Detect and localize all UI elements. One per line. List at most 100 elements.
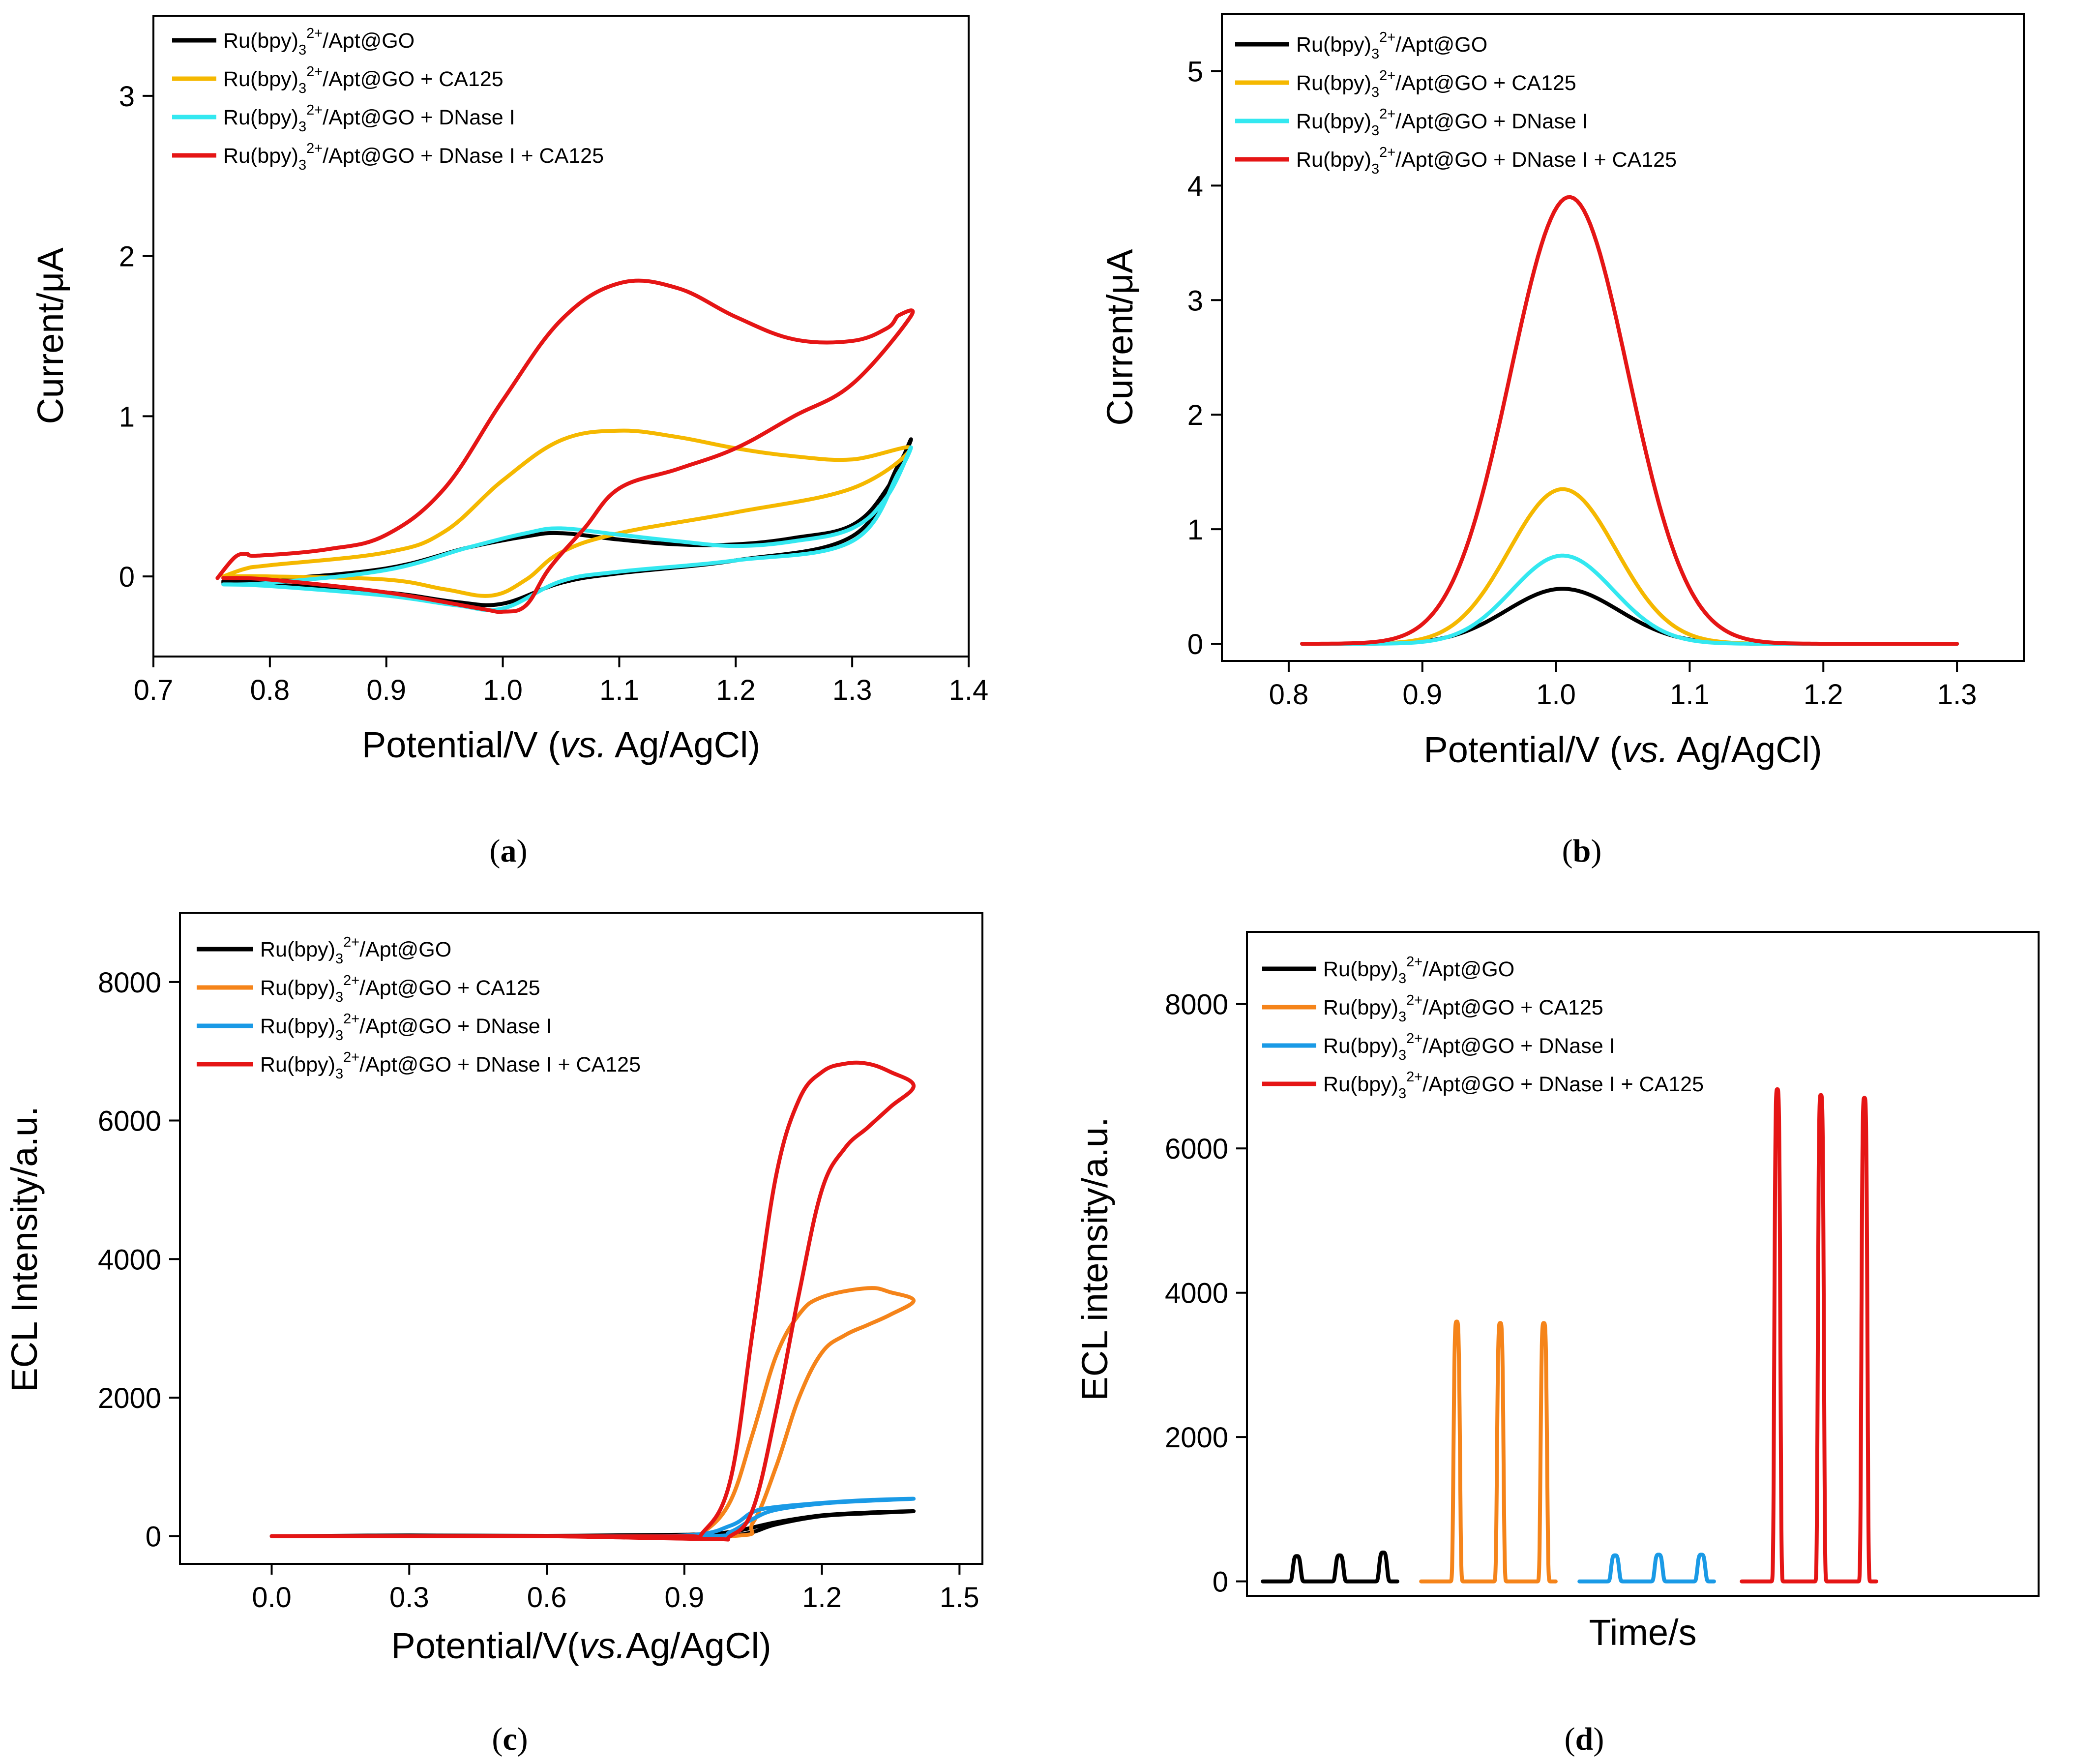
y-axis-label: Current/μA [1099,249,1140,426]
legend-pre: Ru(bpy) [1323,957,1398,981]
panel-label: (a) [490,833,528,869]
plot-frame [1246,931,2040,1597]
y-axis-label: ECL intensity/a.u. [1074,1117,1115,1401]
series-line-1 [1261,1551,1399,1584]
series-line-4 [1300,195,1959,646]
legend-sup: 2+ [306,102,323,118]
series-line-4 [1740,1087,1878,1584]
legend-sub: 3 [1398,1086,1406,1102]
y-tick-label: 4000 [1165,1278,1228,1310]
y-tick-label: 6000 [98,1106,161,1137]
legend-sup: 2+ [343,934,359,950]
x-tick-label: 0.9 [1402,679,1442,711]
x-label-main: Potential/V ( [1423,729,1622,770]
legend-sub: 3 [298,42,306,58]
series-line-3 [1577,1553,1716,1584]
panel-paren-open: ( [1562,833,1573,869]
legend-pre: Ru(bpy) [223,106,298,129]
legend-pre: Ru(bpy) [223,29,298,53]
x-label-rest: Ag/AgCl) [626,1625,771,1666]
panel-paren-close: ) [1591,833,1601,869]
y-tick-label: 0 [119,561,135,593]
series-group [1261,1087,1878,1584]
x-tick-label: 1.3 [832,674,872,706]
legend-sup: 2+ [306,141,323,156]
x-tick-label: 1.4 [949,674,989,706]
legend-sup: 2+ [306,64,323,80]
legend-label: Ru(bpy)32+/Apt@GO + DNase I [1296,106,1588,139]
plot-frame [1221,13,2025,662]
y-axis-label: ECL Intensity/a.u. [4,1106,45,1392]
legend-post: /Apt@GO [359,938,451,961]
x-tick-label: 1.2 [1804,679,1843,711]
legend-sup: 2+ [1406,954,1422,970]
y-tick-label: 4 [1187,170,1203,202]
x-tick-label: 0.9 [366,674,406,706]
legend-label: Ru(bpy)32+/Apt@GO + DNase I + CA125 [223,141,604,173]
legend-post: /Apt@GO + DNase I [1422,1034,1615,1058]
legend-sup: 2+ [306,26,323,41]
y-tick-label: 8000 [98,967,161,999]
legend-post: /Apt@GO + DNase I + CA125 [1395,148,1677,172]
legend-sub: 3 [1398,971,1406,987]
chart-b: 0.8 0.9 1.0 1.1 1.2 1.3 0 1 2 3 4 5 Potential/V (vs.… [1099,13,2025,869]
legend-pre: Ru(bpy) [260,1053,335,1076]
x-tick-label: 0.7 [134,674,174,706]
x-tick-label: 1.1 [599,674,639,706]
panel-paren-close: ) [1593,1721,1604,1757]
legend-label: Ru(bpy)32+/Apt@GO + CA125 [260,973,540,1005]
legend-label: Ru(bpy)32+/Apt@GO + CA125 [1323,992,1603,1025]
panel-letter: b [1573,833,1591,869]
y-tick-label: 8000 [1165,989,1228,1021]
x-label-main: Potential/V( [391,1625,579,1666]
plot-frame [179,912,983,1565]
legend-post: /Apt@GO + CA125 [1395,71,1576,95]
legend-label: Ru(bpy)32+/Apt@GO + DNase I [223,102,515,135]
legend-post: /Apt@GO + DNase I + CA125 [359,1053,641,1076]
y-tick-label: 3 [119,81,135,113]
legend-post: /Apt@GO + DNase I + CA125 [1422,1073,1704,1096]
panel-label: (c) [492,1721,528,1757]
legend-pre: Ru(bpy) [260,938,335,961]
series-line-4 [269,1060,916,1542]
x-tick-label: 1.2 [716,674,756,706]
y-tick-label: 4000 [98,1244,161,1276]
legend-pre: Ru(bpy) [223,144,298,168]
panel-paren-open: ( [1565,1721,1575,1757]
legend-post: /Apt@GO + DNase I [359,1015,552,1038]
legend-sub: 3 [298,157,306,173]
y-tick-label: 5 [1187,56,1203,88]
legend-sub: 3 [335,989,343,1005]
y-tick-label: 2 [119,241,135,273]
legend-sub: 3 [335,1066,343,1082]
legend-pre: Ru(bpy) [223,67,298,91]
legend-post: /Apt@GO + CA125 [1422,996,1603,1019]
y-tick-label: 2000 [1165,1422,1228,1454]
x-tick-label: 0.8 [250,674,290,706]
legend-label: Ru(bpy)32+/Apt@GO + DNase I + CA125 [1296,145,1677,177]
chart-a: 0.7 0.8 0.9 1.0 1.1 1.2 1.3 1.4 0 1 2 3 Potential/V … [30,15,989,869]
x-tick-label: 1.1 [1670,679,1710,711]
panel-letter: c [503,1721,517,1757]
panel-letter: a [501,833,517,869]
x-axis-label: Potential/V (vs. Ag/AgCl) [1423,729,1822,770]
legend-pre: Ru(bpy) [1323,996,1398,1019]
legend-sup: 2+ [343,1011,359,1027]
legend-pre: Ru(bpy) [260,976,335,1000]
x-axis-label: Time/s [1589,1612,1696,1653]
series-group [1300,195,1959,646]
legend-post: /Apt@GO + DNase I + CA125 [323,144,604,168]
panel-paren-open: ( [492,1721,503,1757]
legend-post: /Apt@GO [1395,33,1487,57]
legend-sup: 2+ [1379,68,1395,84]
y-tick-label: 6000 [1165,1133,1228,1165]
series-group [215,278,915,614]
x-tick-label: 1.0 [483,674,523,706]
panel-label: (d) [1565,1721,1604,1757]
legend-label: Ru(bpy)32+/Apt@GO [223,26,415,58]
legend-post: /Apt@GO [323,29,415,53]
legend-post: /Apt@GO + CA125 [359,976,540,1000]
x-tick-label: 1.2 [802,1582,842,1614]
panel-paren-open: ( [490,833,501,869]
